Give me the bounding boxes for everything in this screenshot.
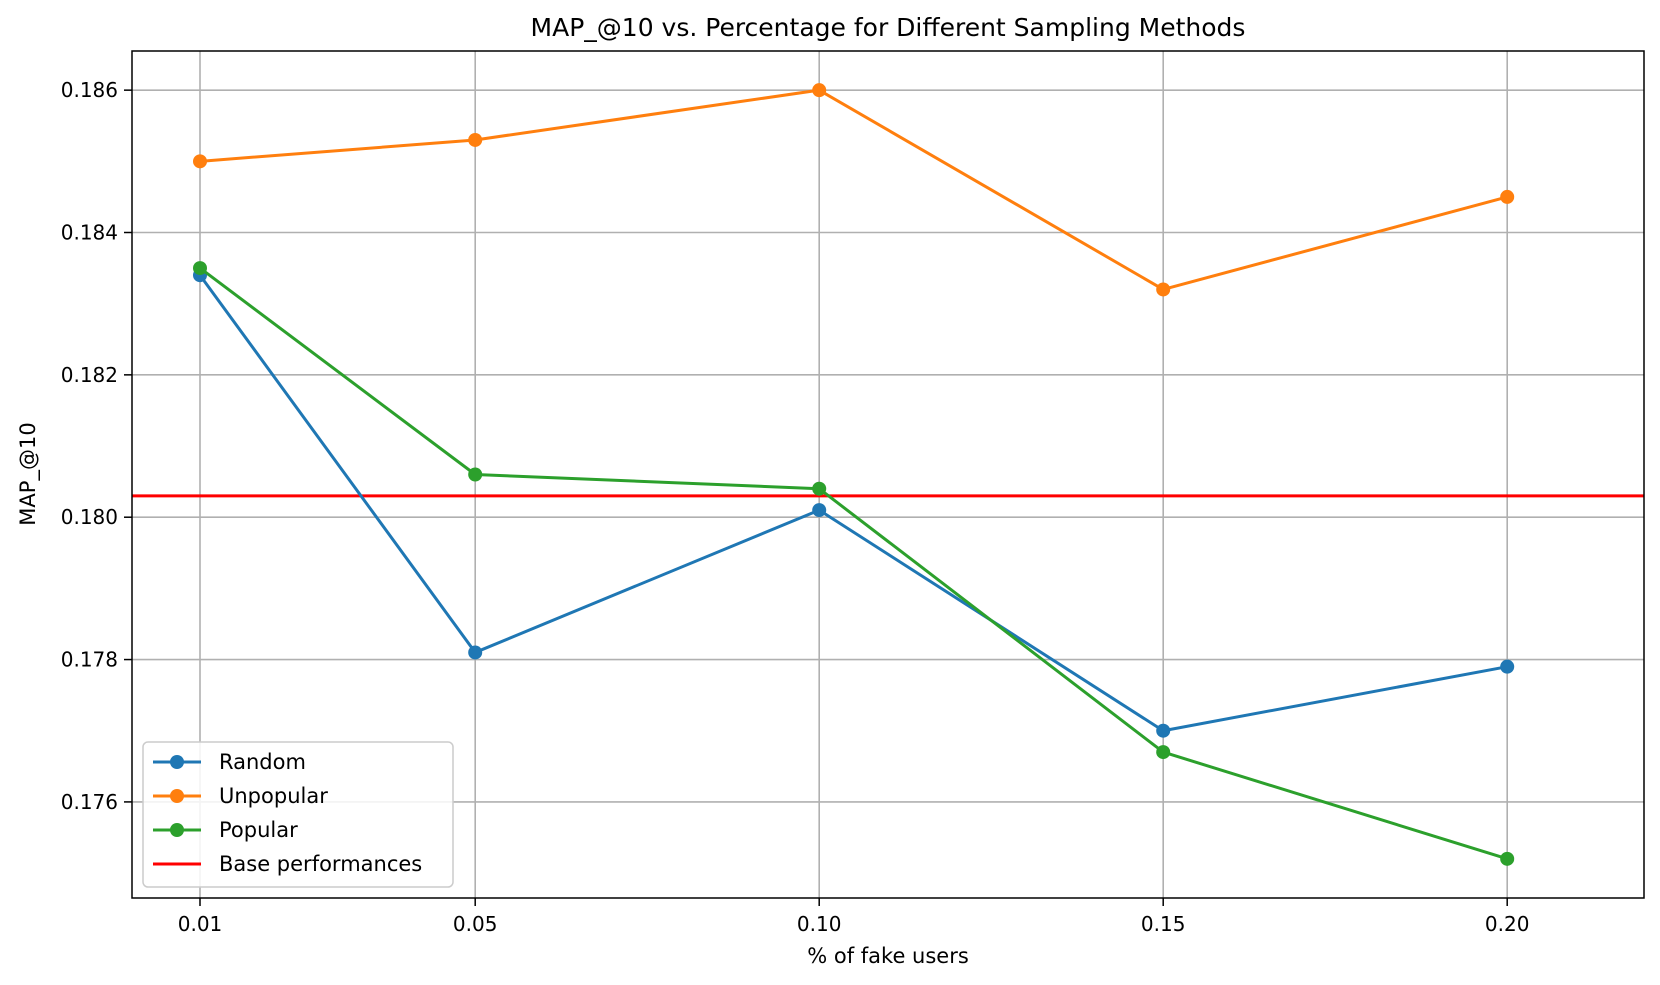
data-point-unpopular bbox=[1156, 282, 1171, 297]
legend: Random Unpopular Popular Base performances bbox=[142, 741, 454, 888]
data-point-random bbox=[468, 645, 483, 660]
data-point-popular bbox=[1500, 851, 1515, 866]
y-axis-ticks: 0.176 0.178 0.180 0.182 0.184 0.186 bbox=[61, 78, 132, 814]
series-layer bbox=[193, 83, 1515, 866]
data-point-unpopular bbox=[812, 83, 827, 98]
x-tick-label: 0.01 bbox=[178, 912, 223, 936]
data-point-random bbox=[812, 503, 827, 518]
legend-swatch-marker bbox=[170, 755, 184, 769]
data-point-popular bbox=[468, 467, 483, 482]
x-axis-label: % of fake users bbox=[807, 944, 969, 968]
y-tick-label: 0.182 bbox=[61, 363, 118, 387]
y-tick-label: 0.184 bbox=[61, 221, 118, 245]
series-line-unpopular bbox=[199, 88, 1508, 291]
data-point-popular bbox=[193, 261, 207, 276]
legend-label: Popular bbox=[219, 818, 298, 842]
y-tick-label: 0.180 bbox=[61, 505, 118, 529]
legend-label: Base performances bbox=[219, 852, 422, 876]
legend-swatch-marker bbox=[170, 789, 184, 803]
data-point-unpopular bbox=[468, 132, 483, 147]
x-tick-label: 0.15 bbox=[1141, 912, 1186, 936]
y-tick-label: 0.178 bbox=[61, 648, 118, 672]
plot-frame bbox=[131, 50, 1645, 899]
legend-swatch-marker bbox=[170, 823, 184, 837]
x-tick-label: 0.20 bbox=[1485, 912, 1530, 936]
legend-label: Random bbox=[219, 750, 306, 774]
y-axis-label: MAP_@10 bbox=[16, 422, 41, 525]
y-tick-label: 0.186 bbox=[61, 78, 118, 102]
x-tick-label: 0.05 bbox=[453, 912, 498, 936]
data-point-popular bbox=[1156, 745, 1171, 760]
x-axis-ticks: 0.01 0.05 0.10 0.15 0.20 bbox=[178, 898, 1530, 936]
data-point-unpopular bbox=[1500, 189, 1515, 204]
data-point-random bbox=[1156, 723, 1171, 738]
data-point-unpopular bbox=[193, 154, 207, 169]
y-tick-label: 0.176 bbox=[61, 790, 118, 814]
series-line-random bbox=[198, 274, 1508, 733]
data-point-random bbox=[1500, 659, 1515, 674]
legend-box bbox=[142, 741, 454, 888]
data-point-popular bbox=[812, 481, 827, 496]
x-tick-label: 0.10 bbox=[797, 912, 842, 936]
legend-label: Unpopular bbox=[219, 784, 328, 808]
chart-title: MAP_@10 vs. Percentage for Different Sam… bbox=[531, 13, 1246, 42]
